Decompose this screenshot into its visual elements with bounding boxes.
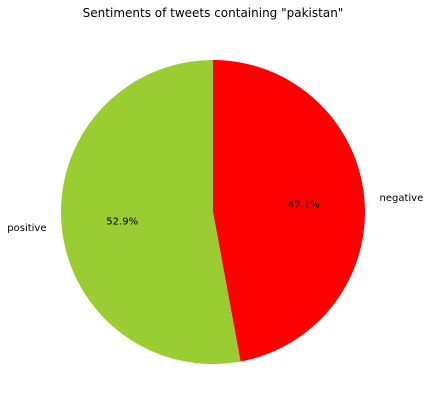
slice-percent-positive: 52.9% — [106, 216, 138, 227]
pie-slice-positive — [60, 59, 241, 364]
slice-percent-negative: 47.1% — [288, 200, 320, 211]
slice-label-positive: positive — [7, 223, 46, 234]
pie-slice-negative — [213, 60, 365, 362]
chart-title: Sentiments of tweets containing "pakista… — [83, 6, 344, 20]
slice-label-negative: negative — [380, 193, 424, 204]
pie-slices — [60, 59, 365, 364]
pie-labels: negative 47.1% positive 52.9% — [7, 193, 423, 234]
